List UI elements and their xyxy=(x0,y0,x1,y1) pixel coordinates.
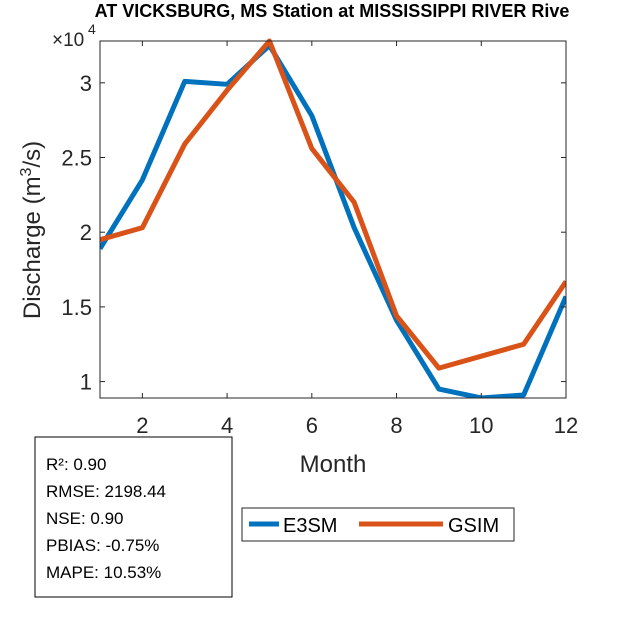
x-tick-label: 2 xyxy=(136,413,148,438)
x-axis-label: Month xyxy=(300,451,367,478)
x-tick-label: 8 xyxy=(390,413,402,438)
y-axis-label-sup: 3 xyxy=(18,167,35,176)
stat-rmse: RMSE: 2198.44 xyxy=(46,482,166,501)
ticks: 2 4 6 8 10 12 1 1.5 2 2.5 3 xyxy=(61,41,578,438)
chart-title: AT VICKSBURG, MS Station at MISSISSIPPI … xyxy=(95,1,570,21)
y-multiplier: ×10 4 xyxy=(52,21,96,51)
y-axis-label-base: Discharge (m xyxy=(19,176,46,319)
x-tick-label: 4 xyxy=(221,413,233,438)
legend-label-gsim: GSIM xyxy=(448,515,499,537)
axes-background xyxy=(100,41,566,398)
y-tick-label: 2 xyxy=(80,220,92,245)
stat-pbias: PBIAS: -0.75% xyxy=(46,536,159,555)
x-tick-label: 10 xyxy=(469,413,493,438)
y-multiplier-exponent: 4 xyxy=(88,21,96,37)
y-tick-label: 1 xyxy=(80,370,92,395)
stat-mape: MAPE: 10.53% xyxy=(46,563,161,582)
legend-label-e3sm: E3SM xyxy=(283,515,337,537)
y-tick-label: 3 xyxy=(80,71,92,96)
y-axis-label-tail: /s) xyxy=(19,141,46,168)
x-tick-label: 6 xyxy=(306,413,318,438)
legend[interactable]: E3SM GSIM xyxy=(241,507,515,542)
stats-box-border xyxy=(34,436,233,598)
plot-area: 2 4 6 8 10 12 1 1.5 2 2.5 3 xyxy=(61,38,578,438)
y-tick-label: 1.5 xyxy=(61,295,92,320)
stat-r2: R²: 0.90 xyxy=(46,455,106,474)
stats-box: R²: 0.90 RMSE: 2198.44 NSE: 0.90 PBIAS: … xyxy=(34,436,233,598)
y-multiplier-base: ×10 xyxy=(52,30,84,51)
y-axis-label: Discharge (m3/s) xyxy=(18,141,46,319)
stat-nse: NSE: 0.90 xyxy=(46,509,124,528)
series-line-gsim xyxy=(100,38,566,371)
axes-box xyxy=(99,40,567,399)
x-tick-label: 12 xyxy=(554,413,578,438)
y-tick-label: 2.5 xyxy=(61,146,92,171)
